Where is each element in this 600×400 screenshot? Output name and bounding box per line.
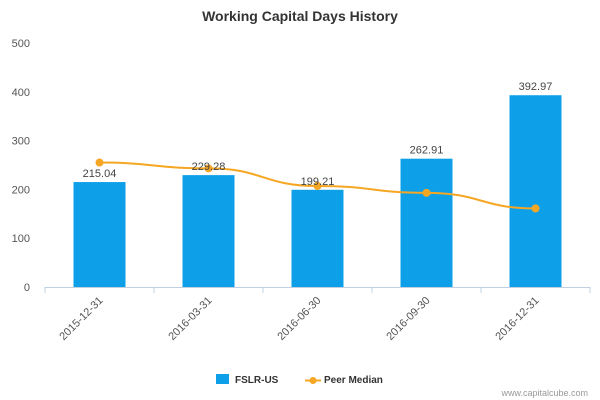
y-axis: 0 100 200 300 400 500: [12, 38, 30, 294]
bar-fslr[interactable]: [182, 175, 235, 287]
bar-fslr[interactable]: [73, 182, 126, 287]
legend-swatch-peer-marker: [309, 377, 317, 384]
bar-fslr[interactable]: [291, 189, 344, 287]
y-tick-label: 400: [12, 87, 30, 99]
x-tick-label: 2016-06-30: [275, 295, 323, 343]
chart-title: Working Capital Days History: [202, 8, 398, 24]
bar-value-label: 392.97: [519, 81, 553, 93]
bar-value-label: 229.28: [192, 161, 226, 173]
y-tick-label: 200: [12, 184, 30, 196]
bar-value-label: 199.21: [301, 176, 335, 188]
line-series: [95, 158, 540, 213]
peer-median-point[interactable]: [95, 158, 104, 167]
bar-fslr[interactable]: [509, 95, 562, 287]
peer-median-point[interactable]: [531, 204, 540, 213]
legend-label-fslr: FSLR-US: [235, 375, 279, 386]
x-tick-label: 2015-12-31: [57, 295, 105, 343]
y-tick-label: 500: [12, 38, 30, 50]
bar-fslr[interactable]: [400, 158, 453, 287]
legend-label-peer: Peer Median: [324, 375, 383, 386]
x-tick-label: 2016-12-31: [493, 295, 541, 343]
bar-value-label: 262.91: [410, 145, 444, 157]
peer-median-point[interactable]: [422, 188, 431, 197]
y-tick-label: 0: [24, 282, 30, 294]
peer-median-point[interactable]: [313, 181, 322, 190]
bar-series: [73, 95, 562, 287]
data-labels: 215.04 229.28 199.21 262.91 392.97: [83, 81, 553, 188]
y-tick-label: 100: [12, 233, 30, 245]
y-tick-label: 300: [12, 136, 30, 148]
bar-value-label: 215.04: [83, 168, 117, 180]
legend[interactable]: FSLR-US Peer Median: [216, 374, 383, 386]
x-tick-label: 2016-09-30: [384, 295, 432, 343]
x-tick-label: 2016-03-31: [166, 295, 214, 343]
credit-text: www.capitalcube.com: [500, 388, 588, 398]
x-axis: 2015-12-31 2016-03-31 2016-06-30 2016-09-30…: [44, 287, 591, 343]
legend-swatch-fslr: [216, 374, 229, 384]
peer-median-point[interactable]: [204, 164, 213, 173]
